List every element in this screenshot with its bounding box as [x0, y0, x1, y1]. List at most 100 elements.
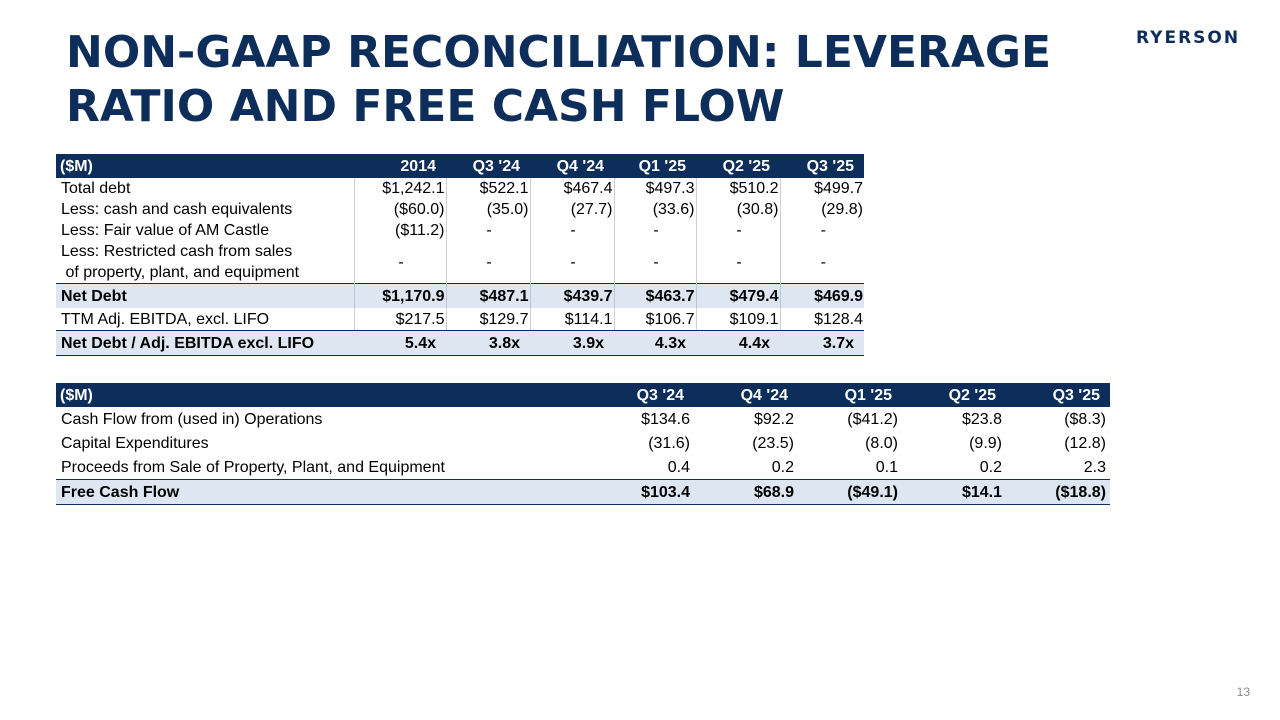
table-cell: -	[353, 241, 446, 284]
table-cell: 4.3x	[614, 330, 696, 356]
table-cell: $23.8	[961, 410, 1002, 428]
table-cell: 4.4x	[696, 330, 780, 356]
table-cell: $479.4	[695, 283, 780, 308]
table-cell: 0.2	[771, 458, 794, 476]
table-cell: $499.7	[779, 178, 864, 199]
page-title: NON-GAAP RECONCILIATION: LEVERAGE RATIO …	[66, 27, 1052, 132]
table-cell: (12.8)	[1064, 434, 1106, 452]
table-cell: 0.1	[875, 458, 898, 476]
header-cell: Q3 '24	[590, 383, 694, 407]
header-cell: ($M)	[56, 383, 590, 407]
table-cell: $463.7	[613, 283, 696, 308]
table-row-cash: Less: cash and cash equivalents ($60.0) …	[56, 199, 864, 220]
table-cell: -	[445, 220, 530, 241]
table-cell: 3.7x	[780, 330, 864, 356]
table-row-free-cash-flow: Free Cash Flow $103.4 $68.9 ($49.1) $14.…	[56, 479, 1110, 505]
table-cell: $467.4	[529, 178, 614, 199]
header-cell: Q3 '25	[1006, 383, 1110, 407]
row-label: Proceeds from Sale of Property, Plant, a…	[61, 458, 445, 476]
table-cell: ($11.2)	[353, 220, 446, 241]
table-cell: (33.6)	[613, 199, 696, 220]
header-cell: Q4 '24	[694, 383, 798, 407]
table-cell: $439.7	[529, 283, 614, 308]
table-cell: ($41.2)	[847, 410, 898, 428]
header-cell: Q2 '25	[902, 383, 1006, 407]
table-row-ttm-ebitda: TTM Adj. EBITDA, excl. LIFO $217.5 $129.…	[56, 308, 864, 331]
table-cell: -	[529, 241, 614, 284]
row-label: Capital Expenditures	[61, 434, 209, 452]
table-cell: -	[695, 241, 780, 284]
row-label: Cash Flow from (used in) Operations	[61, 410, 323, 428]
row-label: Total debt	[61, 180, 131, 197]
table-cell: (30.8)	[695, 199, 780, 220]
row-label: Free Cash Flow	[56, 479, 590, 505]
table-cell: $109.1	[695, 308, 780, 331]
table-cell: $1,242.1	[353, 178, 446, 199]
row-label: Less: cash and cash equivalents	[61, 201, 293, 218]
table-cell: -	[613, 220, 696, 241]
table-cell: (27.7)	[529, 199, 614, 220]
leverage-ratio-table: ($M) 2014 Q3 '24 Q4 '24 Q1 '25 Q2 '25 Q3…	[56, 154, 864, 356]
table-cell: $14.1	[902, 479, 1006, 505]
table-cell: 5.4x	[354, 330, 446, 356]
table-row-restricted-cash: Less: Restricted cash from sales of prop…	[56, 241, 864, 284]
table-cell: $103.4	[590, 479, 694, 505]
table-cell: 3.8x	[446, 330, 530, 356]
header-cell: Q1 '25	[798, 383, 902, 407]
table-cell: (35.0)	[445, 199, 530, 220]
table-cell: -	[695, 220, 780, 241]
table-cell: $114.1	[529, 308, 614, 331]
table-row-leverage-ratio: Net Debt / Adj. EBITDA excl. LIFO 5.4x 3…	[56, 330, 864, 356]
ryerson-logo: RYERSON	[1136, 28, 1241, 48]
table-cell: 0.4	[667, 458, 690, 476]
header-cell: Q2 '25	[696, 154, 780, 178]
header-cell: ($M)	[56, 154, 354, 178]
table-row-capex: Capital Expenditures (31.6) (23.5) (8.0)…	[56, 431, 1110, 455]
table-cell: -	[779, 241, 864, 284]
table-cell: (29.8)	[779, 199, 864, 220]
table-cell: $92.2	[753, 410, 794, 428]
table-cell: ($49.1)	[798, 479, 902, 505]
row-label: TTM Adj. EBITDA, excl. LIFO	[56, 308, 354, 331]
table-cell: 0.2	[979, 458, 1002, 476]
table-cell: $128.4	[779, 308, 864, 331]
table-row-proceeds: Proceeds from Sale of Property, Plant, a…	[56, 455, 1110, 480]
table-row-net-debt: Net Debt $1,170.9 $487.1 $439.7 $463.7 $…	[56, 283, 864, 308]
table-cell: $522.1	[445, 178, 530, 199]
table-cell: -	[529, 220, 614, 241]
page-number: 13	[1236, 685, 1250, 699]
table-cell: ($18.8)	[1006, 479, 1110, 505]
row-label: Less: Restricted cash from sales of prop…	[56, 241, 354, 284]
header-cell: Q3 '25	[780, 154, 864, 178]
row-label-line: Less: Restricted cash from sales	[61, 243, 293, 260]
row-label: Net Debt / Adj. EBITDA excl. LIFO	[56, 330, 354, 356]
table-cell: $469.9	[779, 283, 864, 308]
table-cell: (31.6)	[648, 434, 690, 452]
table-cell: $217.5	[353, 308, 446, 331]
row-label: Less: Fair value of AM Castle	[61, 222, 270, 239]
header-cell: Q4 '24	[530, 154, 614, 178]
table-cell: ($8.3)	[1064, 410, 1106, 428]
table-cell: -	[613, 241, 696, 284]
table-cell: $106.7	[613, 308, 696, 331]
table-header-row: ($M) 2014 Q3 '24 Q4 '24 Q1 '25 Q2 '25 Q3…	[56, 154, 864, 178]
table-cell: $487.1	[445, 283, 530, 308]
table-cell: 2.3	[1083, 458, 1106, 476]
table-row-operations: Cash Flow from (used in) Operations $134…	[56, 407, 1110, 431]
table-cell: -	[779, 220, 864, 241]
table-cell: $497.3	[613, 178, 696, 199]
table-cell: $134.6	[641, 410, 690, 428]
table-cell: (8.0)	[865, 434, 898, 452]
table-cell: -	[445, 241, 530, 284]
table-header-row: ($M) Q3 '24 Q4 '24 Q1 '25 Q2 '25 Q3 '25	[56, 383, 1110, 407]
header-cell: 2014	[354, 154, 446, 178]
table-row-total-debt: Total debt $1,242.1 $522.1 $467.4 $497.3…	[56, 178, 864, 199]
table-cell: ($60.0)	[353, 199, 446, 220]
table-cell: 3.9x	[530, 330, 614, 356]
header-cell: Q3 '24	[446, 154, 530, 178]
table-cell: $1,170.9	[353, 283, 446, 308]
header-cell: Q1 '25	[614, 154, 696, 178]
free-cash-flow-table: ($M) Q3 '24 Q4 '24 Q1 '25 Q2 '25 Q3 '25 …	[56, 383, 1110, 505]
table-cell: $68.9	[694, 479, 798, 505]
table-row-am-castle: Less: Fair value of AM Castle ($11.2) - …	[56, 220, 864, 241]
